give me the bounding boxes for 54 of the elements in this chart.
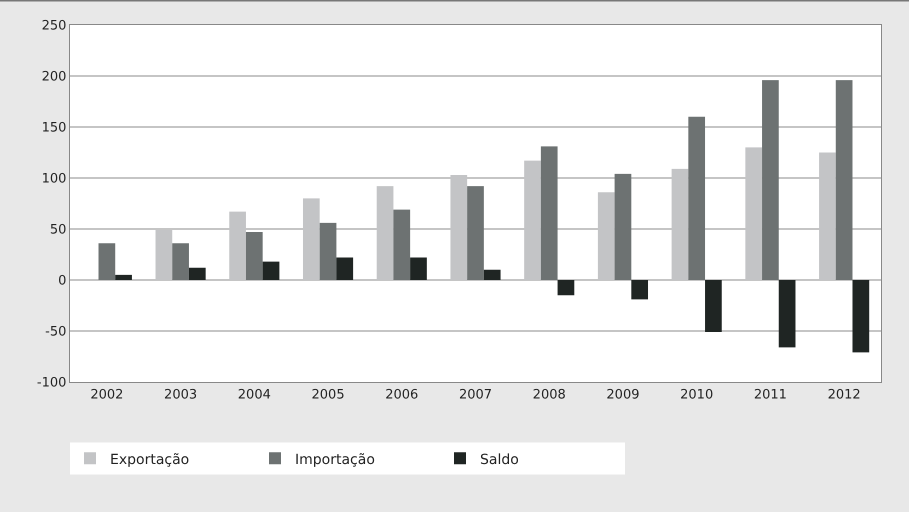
bar <box>467 186 484 280</box>
bar <box>484 270 501 280</box>
bar <box>229 212 246 280</box>
y-tick-label: -100 <box>36 376 66 391</box>
legend-label: Saldo <box>480 452 519 468</box>
bar <box>540 146 558 280</box>
bar <box>393 210 410 280</box>
y-tick-label: 150 <box>42 120 66 136</box>
x-tick-label: 2012 <box>828 388 861 403</box>
bar <box>836 80 852 280</box>
y-tick-label: 0 <box>58 274 66 289</box>
bar <box>156 230 172 280</box>
x-tick-label: 2002 <box>90 388 124 403</box>
legend-label: Importação <box>295 452 375 468</box>
x-tick-label: 2011 <box>754 388 787 403</box>
bar <box>172 243 189 280</box>
x-tick-label: 2008 <box>532 388 566 403</box>
x-tick-label: 2010 <box>680 388 714 403</box>
y-tick-label: 200 <box>42 70 66 85</box>
bar <box>631 280 648 300</box>
x-tick-label: 2007 <box>458 388 492 403</box>
bar <box>336 258 354 280</box>
x-tick-label: 2009 <box>606 388 640 403</box>
y-tick-label: 50 <box>50 222 66 238</box>
x-tick-label: 2005 <box>312 388 345 403</box>
bar <box>188 268 206 280</box>
bar <box>672 168 688 280</box>
bar <box>410 258 427 280</box>
x-tick-label: 2006 <box>385 388 418 403</box>
bar <box>762 80 779 280</box>
bar <box>705 280 722 332</box>
bar <box>614 174 632 280</box>
bar <box>524 160 541 280</box>
x-tick-label: 2003 <box>164 388 198 403</box>
bar <box>688 116 706 280</box>
x-tick-label: 2004 <box>238 388 271 403</box>
bar <box>376 186 394 280</box>
bar <box>745 147 762 280</box>
bar <box>320 222 336 280</box>
y-tick-label: -50 <box>45 324 66 340</box>
bar <box>558 280 574 296</box>
bar <box>852 280 870 352</box>
bar <box>262 262 280 280</box>
bar <box>302 198 320 280</box>
bar <box>98 243 116 280</box>
bar <box>246 232 263 280</box>
y-tick-label: 100 <box>42 172 66 187</box>
bar <box>778 280 796 348</box>
bar <box>115 274 132 280</box>
legend-label: Exportação <box>110 452 190 468</box>
bar <box>598 192 615 280</box>
bar <box>819 152 836 280</box>
bar <box>450 174 468 280</box>
y-tick-label: 250 <box>42 18 66 34</box>
